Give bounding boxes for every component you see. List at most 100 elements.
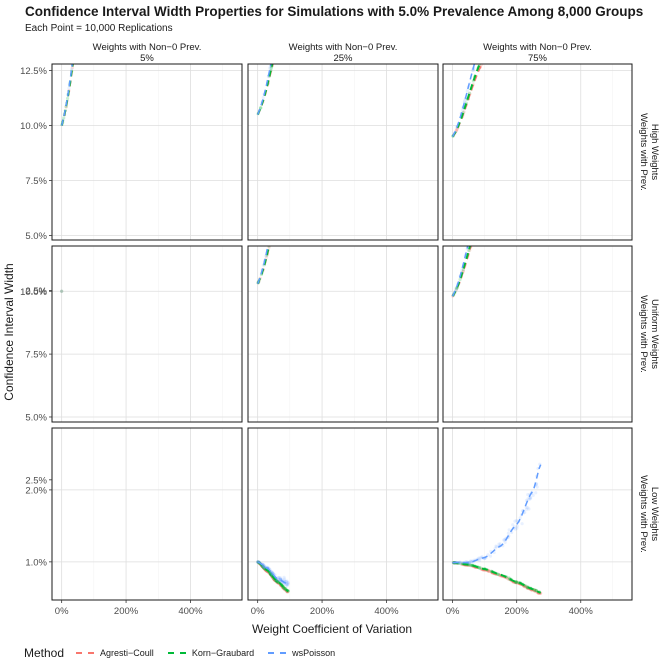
legend: Method Agresti−Coull Korn−Graubard wsPoi… bbox=[24, 644, 349, 662]
data-point-wspoisson bbox=[503, 540, 507, 544]
data-point-agresti-coull bbox=[287, 6, 290, 9]
data-point-wspoisson bbox=[278, 23, 281, 26]
data-point-agresti-coull bbox=[454, 287, 459, 291]
x-tick-label: 400% bbox=[569, 606, 594, 617]
data-point-agresti-coull bbox=[275, 580, 279, 584]
x-tick-label: 200% bbox=[114, 606, 139, 617]
data-point-korn-graubard bbox=[510, 35, 513, 38]
data-point-wspoisson bbox=[277, 576, 282, 580]
data-point-wspoisson bbox=[477, 50, 480, 53]
data-point-wspoisson bbox=[469, 559, 473, 564]
data-point-agresti-coull bbox=[275, 579, 279, 584]
data-point-agresti-coull bbox=[514, 22, 517, 25]
y-tick-label: 5.0% bbox=[25, 231, 47, 242]
data-point-korn-graubard bbox=[60, 289, 64, 293]
data-point-agresti-coull bbox=[491, 25, 494, 28]
data-point-korn-graubard bbox=[284, 9, 287, 12]
row-strip-label: Weights with Prev. bbox=[638, 475, 649, 553]
panel-r1-c0 bbox=[52, 246, 242, 422]
data-point-wspoisson bbox=[60, 289, 64, 293]
data-point-agresti-coull bbox=[514, 580, 518, 584]
data-point-korn-graubard bbox=[262, 565, 266, 570]
data-point-wspoisson bbox=[277, 577, 281, 581]
data-point-agresti-coull bbox=[488, 569, 492, 574]
data-point-korn-graubard bbox=[269, 573, 273, 577]
data-point-wspoisson bbox=[276, 575, 281, 580]
column-strip-value: 25% bbox=[333, 53, 353, 64]
data-point-korn-graubard bbox=[492, 11, 495, 14]
data-point-wspoisson bbox=[494, 544, 498, 548]
data-point-korn-graubard bbox=[494, 1, 497, 4]
data-point-wspoisson bbox=[507, 528, 511, 532]
data-point-wspoisson bbox=[270, 571, 274, 575]
data-point-agresti-coull bbox=[280, 27, 283, 30]
data-point-agresti-coull bbox=[495, 0, 498, 3]
data-point-agresti-coull bbox=[497, 573, 501, 577]
data-point-korn-graubard bbox=[515, 580, 519, 585]
data-point-agresti-coull bbox=[483, 58, 486, 61]
data-point-korn-graubard bbox=[269, 66, 273, 70]
data-point-wspoisson bbox=[473, 59, 476, 62]
data-point-wspoisson bbox=[486, 553, 490, 557]
data-point-agresti-coull bbox=[283, 16, 286, 19]
panel-background bbox=[443, 246, 632, 422]
data-point-korn-graubard bbox=[275, 579, 279, 583]
data-point-agresti-coull bbox=[64, 105, 68, 109]
data-point-agresti-coull bbox=[459, 562, 463, 566]
data-point-wspoisson bbox=[486, 24, 489, 27]
data-point-wspoisson bbox=[274, 41, 277, 44]
data-point-wspoisson bbox=[267, 242, 270, 245]
data-point-korn-graubard bbox=[73, 50, 76, 53]
data-point-wspoisson bbox=[280, 9, 283, 12]
data-point-wspoisson bbox=[531, 493, 535, 497]
data-point-korn-graubard bbox=[276, 580, 280, 584]
data-point-korn-graubard bbox=[283, 586, 287, 591]
chart-subtitle: Each Point = 10,000 Replications bbox=[25, 23, 173, 34]
legend-label-agresti-coull: Agresti−Coull bbox=[100, 648, 154, 658]
data-point-wspoisson bbox=[493, 546, 497, 551]
data-point-wspoisson bbox=[262, 563, 266, 567]
data-point-wspoisson bbox=[284, 583, 289, 587]
data-point-wspoisson bbox=[262, 565, 266, 569]
column-strip-label: Weights with Non−0 Prev. bbox=[93, 42, 202, 53]
data-point-korn-graubard bbox=[268, 571, 272, 575]
data-point-agresti-coull bbox=[491, 26, 494, 29]
data-point-agresti-coull bbox=[461, 269, 465, 273]
data-point-agresti-coull bbox=[494, 4, 497, 7]
panel-background bbox=[52, 246, 242, 422]
data-point-korn-graubard bbox=[281, 20, 284, 23]
data-point-agresti-coull bbox=[494, 5, 497, 8]
panel-border bbox=[51, 427, 243, 601]
data-point-wspoisson bbox=[463, 99, 467, 103]
data-point-wspoisson bbox=[270, 570, 274, 574]
legend-label-korn-graubard: Korn−Graubard bbox=[191, 648, 255, 658]
data-point-agresti-coull bbox=[267, 246, 271, 249]
panel-border bbox=[247, 427, 439, 601]
data-point-agresti-coull bbox=[269, 573, 273, 577]
data-point-wspoisson bbox=[270, 57, 273, 60]
data-point-korn-graubard bbox=[269, 572, 273, 576]
legend-item-agresti-coull: Agresti−Coull bbox=[76, 648, 154, 658]
data-point-agresti-coull bbox=[455, 127, 459, 132]
data-point-agresti-coull bbox=[268, 572, 273, 577]
data-point-wspoisson bbox=[272, 51, 275, 54]
panel-border bbox=[442, 63, 633, 241]
data-point-korn-graubard bbox=[493, 9, 496, 12]
row-strip-value: Uniform Weights bbox=[649, 299, 660, 369]
y-tick-label: 2.0% bbox=[25, 485, 47, 496]
data-point-korn-graubard bbox=[261, 565, 265, 569]
data-point-agresti-coull bbox=[533, 589, 537, 593]
data-point-wspoisson bbox=[261, 565, 266, 569]
data-point-agresti-coull bbox=[276, 43, 279, 46]
data-point-korn-graubard bbox=[478, 566, 482, 570]
data-point-korn-graubard bbox=[282, 586, 286, 590]
panel-r0-c2 bbox=[443, 64, 632, 240]
data-point-agresti-coull bbox=[262, 566, 266, 570]
data-point-korn-graubard bbox=[306, 54, 309, 57]
data-point-korn-graubard bbox=[278, 30, 281, 33]
data-point-agresti-coull bbox=[282, 19, 285, 22]
data-point-korn-graubard bbox=[272, 57, 275, 60]
panel-background bbox=[443, 428, 632, 600]
data-point-agresti-coull bbox=[279, 29, 282, 32]
data-point-agresti-coull bbox=[494, 10, 497, 13]
